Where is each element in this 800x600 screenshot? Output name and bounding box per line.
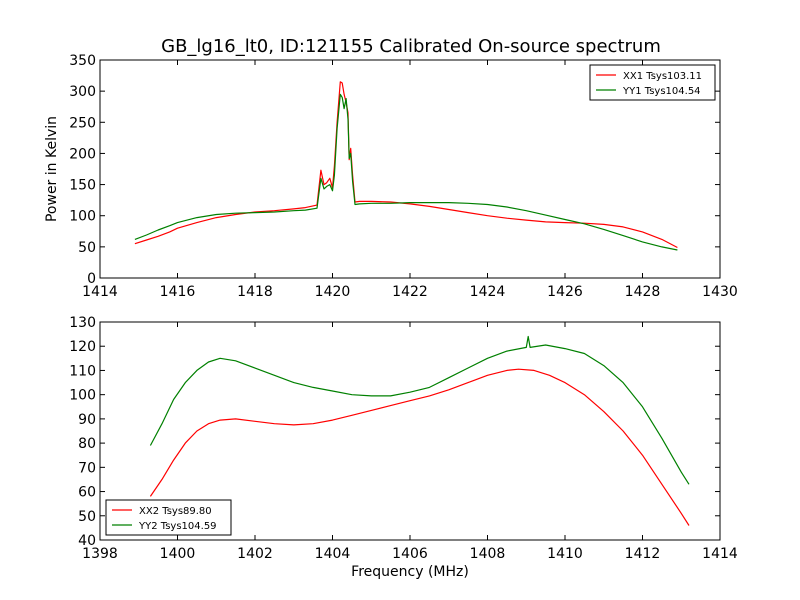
bottom-y-tick-label: 130 <box>69 315 96 331</box>
top-x-tick-label: 1414 <box>82 284 118 300</box>
bottom-y-tick-label: 100 <box>69 388 96 404</box>
bottom-x-tick-label: 1412 <box>625 546 661 562</box>
bottom-series-line-1 <box>149 368 690 526</box>
top-y-axis-label: Power in Kelvin <box>44 116 60 222</box>
top-x-tick-label: 1418 <box>237 284 273 300</box>
bottom-y-tick-label: 40 <box>78 533 96 549</box>
bottom-x-tick-label: 1406 <box>392 546 428 562</box>
top-y-tick-label: 100 <box>69 209 96 225</box>
top-x-tick-label: 1424 <box>470 284 506 300</box>
top-x-tick-label: 1416 <box>160 284 196 300</box>
bottom-x-tick-label: 1398 <box>82 546 118 562</box>
top-y-tick-label: 350 <box>69 53 96 69</box>
top-y-tick-label: 250 <box>69 115 96 131</box>
top-legend-label: XX1 Tsys103.11 <box>623 71 702 82</box>
bottom-panel: 1398 1400 1402 1404 1406 1408 1410 1412 1414 40 50… <box>69 315 738 580</box>
top-x-tick-label: 1422 <box>392 284 428 300</box>
top-legend: XX1 Tsys103.11 YY1 Tsys104.54 <box>589 64 716 101</box>
top-x-tick-label: 1430 <box>702 284 738 300</box>
top-y-tick-label: 50 <box>78 240 96 256</box>
top-x-tick-label: 1428 <box>625 284 661 300</box>
bottom-x-tick-label: 1408 <box>470 546 506 562</box>
top-y-tick-label: 200 <box>69 146 96 162</box>
bottom-series-line-2 <box>149 335 690 485</box>
top-y-tick-label: 150 <box>69 178 96 194</box>
top-panel: 1414 1416 1418 1420 1422 1424 1426 1428 1430 0 50 1… <box>44 53 738 300</box>
bottom-x-tick-label: 1402 <box>237 546 273 562</box>
top-x-tick-label: 1420 <box>315 284 351 300</box>
bottom-y-tick-label: 70 <box>78 460 96 476</box>
bottom-y-tick-label: 110 <box>69 363 96 379</box>
top-legend-box <box>589 64 716 101</box>
top-y-tick-label: 300 <box>69 84 96 100</box>
bottom-y-tick-label: 80 <box>78 436 96 452</box>
x-axis-label: Frequency (MHz) <box>351 564 469 580</box>
bottom-y-tick-label: 90 <box>78 412 96 428</box>
bottom-x-tick-label: 1414 <box>702 546 738 562</box>
bottom-x-tick-label: 1400 <box>160 546 196 562</box>
top-y-tick-label: 0 <box>87 271 96 287</box>
bottom-x-tick-label: 1410 <box>547 546 583 562</box>
bottom-y-tick-label: 50 <box>78 509 96 525</box>
top-legend-label: YY1 Tsys104.54 <box>622 86 701 97</box>
bottom-x-tick-label: 1404 <box>315 546 351 562</box>
bottom-legend-box <box>105 499 232 536</box>
bottom-y-tick-label: 60 <box>78 485 96 501</box>
bottom-y-tick-label: 120 <box>69 339 96 355</box>
bottom-legend: XX2 Tsys89.80 YY2 Tsys104.59 <box>105 499 232 536</box>
bottom-legend-label: YY2 Tsys104.59 <box>138 521 217 532</box>
top-series-line-2 <box>134 93 678 251</box>
bottom-legend-label: XX2 Tsys89.80 <box>139 506 212 517</box>
top-x-tick-label: 1426 <box>547 284 583 300</box>
figure-title: GB_lg16_lt0, ID:121155 Calibrated On-sou… <box>161 36 661 57</box>
